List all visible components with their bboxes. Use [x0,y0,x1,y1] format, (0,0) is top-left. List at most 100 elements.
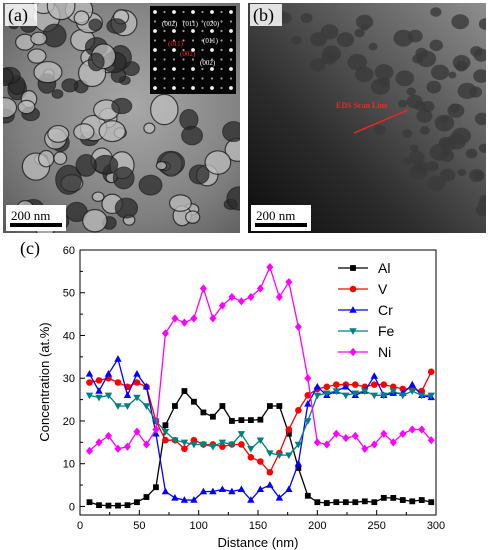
data-point-ni [85,446,93,455]
data-point-fe [237,431,246,438]
y-tick-label: 50 [63,288,75,300]
diffraction-spot [172,10,176,14]
dark-precipitate [448,71,457,79]
diffraction-spot [153,48,157,52]
data-point-ni [142,440,150,449]
precipitate-particle [106,18,127,34]
precipitate-particle [155,160,168,171]
diffraction-spot [163,58,166,61]
saed-label-002-top: (002) [162,20,178,28]
diffraction-spot [172,39,176,42]
diffraction-spot [210,58,214,61]
dark-precipitate [478,18,486,30]
data-point-v [95,377,103,384]
saed-label-011-red: (011) [168,40,184,48]
dark-precipitate [406,94,423,109]
chart-series [85,262,435,509]
dark-precipitate [473,69,486,83]
diffraction-spot [229,29,233,33]
dark-precipitate [457,82,477,100]
y-tick-label: 30 [63,373,75,385]
precipitate-particle [17,99,36,115]
data-point-al [352,499,359,506]
data-point-cr [209,487,217,495]
panel-a-letter-bg [5,4,37,26]
diffraction-spot [229,48,233,52]
data-point-v [295,406,302,414]
diffraction-spot [220,86,223,90]
legend-label-cr: Cr [378,302,393,318]
panel-b-letter-bg [250,4,282,26]
dark-precipitate [426,80,442,94]
data-point-al [276,403,283,409]
data-point-al [371,499,378,506]
data-point-v [399,385,407,393]
diffraction-spot [172,48,176,52]
data-point-v [370,381,378,388]
data-point-ni [104,431,112,441]
panel-a-particles [3,3,240,233]
dark-precipitate [455,60,468,72]
data-point-fe [380,392,388,400]
diffraction-spot [229,10,233,14]
dark-precipitate [470,46,483,57]
saed-diffraction-spots [153,10,233,90]
dark-precipitate [478,199,486,210]
panel-b-scalebar-label: 200 nm [256,208,295,223]
data-point-ni [332,429,340,438]
data-point-v [285,426,293,433]
precipitate-particle [33,60,63,84]
data-point-fe [228,441,236,449]
data-point-cr [180,496,189,503]
data-point-cr [408,380,416,388]
diffraction-spot [229,58,233,61]
precipitate-particle [98,120,126,143]
diffraction-spot [191,48,195,52]
eds-scan-line [353,109,409,134]
data-point-fe [123,403,132,410]
series-line-cr [88,357,432,502]
data-point-ni [399,429,407,438]
data-point-v [323,383,331,391]
dark-precipitate [321,45,342,62]
data-point-v [162,436,169,444]
series-fe [85,388,435,460]
diffraction-spot [210,39,214,42]
data-point-fe [351,390,360,398]
data-point-v [266,468,274,476]
data-point-fe [294,441,303,449]
data-point-ni [161,329,169,338]
legend-label-v: V [378,281,388,297]
legend-label-ni: Ni [378,344,391,360]
diffraction-spot [182,77,185,80]
saed-label-002-red: (002) [180,50,196,58]
data-point-al [390,495,397,501]
dark-precipitate [419,126,430,135]
data-point-cr [161,487,170,495]
diffraction-spot [163,77,166,80]
diffraction-spot [163,29,166,33]
data-point-ni [323,440,331,449]
data-point-al [257,416,264,423]
diffraction-spot [153,20,157,23]
diffraction-spot [163,20,166,23]
data-point-fe [427,392,435,400]
data-point-al [304,492,311,499]
panel-b-micrograph: EDS Scan Line 200 nm [248,3,486,233]
precipitate-particle [87,52,105,72]
dark-precipitate [360,23,369,31]
diffraction-spot [191,86,195,90]
data-point-ni [199,284,207,293]
data-point-al [153,484,159,491]
data-point-ni [256,284,264,293]
diffraction-spot [153,67,157,71]
data-point-al [181,388,188,394]
data-point-v [114,379,122,386]
data-point-fe [85,392,94,400]
data-point-v [380,381,388,388]
dark-precipitate [336,32,355,47]
data-point-ni [304,374,312,383]
dark-precipitate [402,129,413,138]
data-point-ni [294,322,302,332]
